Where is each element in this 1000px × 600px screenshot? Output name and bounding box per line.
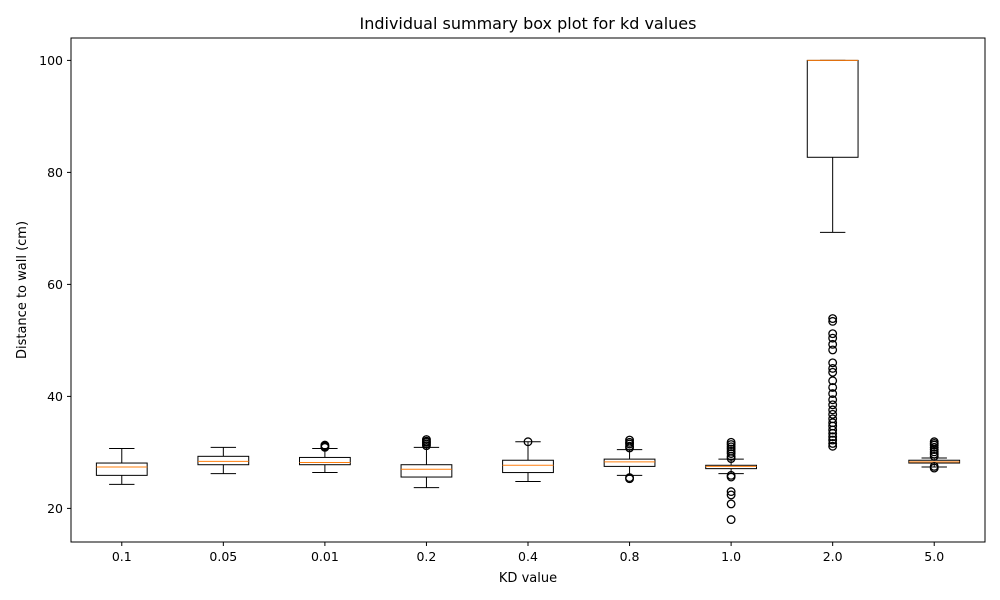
outlier-point <box>726 487 736 497</box>
box-body <box>603 458 656 467</box>
x-tick-label: 0.4 <box>518 549 538 564</box>
plot-frame <box>70 37 986 543</box>
x-tick-label: 2.0 <box>823 549 843 564</box>
chart-title: Individual summary box plot for kd value… <box>360 14 697 33</box>
outlier-point <box>828 418 838 428</box>
outlier-point <box>625 435 635 445</box>
outlier-point <box>726 499 736 509</box>
outlier-point <box>828 314 838 324</box>
x-tick-label: 0.1 <box>112 549 132 564</box>
outlier-point <box>726 515 736 525</box>
outlier-point <box>828 382 838 392</box>
x-tick-label: 0.01 <box>311 549 339 564</box>
box-body <box>400 464 453 478</box>
outlier-point <box>828 435 838 445</box>
y-tick-label: 40 <box>47 389 63 404</box>
outlier-point <box>828 339 838 349</box>
outlier-point <box>828 333 838 343</box>
outlier-point <box>726 437 736 447</box>
y-tick-label: 20 <box>47 501 63 516</box>
outlier-point <box>625 473 635 483</box>
x-axis-label: KD value <box>499 571 557 586</box>
x-tick-label: 1.0 <box>721 549 741 564</box>
y-tick-label: 80 <box>47 165 63 180</box>
outlier-point <box>828 441 838 451</box>
y-tick-label: 60 <box>47 277 63 292</box>
x-tick-label: 0.8 <box>620 549 640 564</box>
outlier-point <box>828 363 838 373</box>
x-tick-label: 0.05 <box>209 549 237 564</box>
box-body <box>502 459 554 474</box>
outlier-point <box>828 329 838 339</box>
outlier-point <box>828 316 838 326</box>
outlier-point <box>828 358 838 368</box>
outlier-point <box>828 376 838 386</box>
outlier-point <box>828 389 838 399</box>
box-body <box>299 456 351 466</box>
outlier-point <box>929 461 939 471</box>
outlier-point <box>828 405 838 415</box>
box-body <box>705 464 758 470</box>
y-axis-label: Distance to wall (cm) <box>15 221 30 359</box>
outlier-point <box>929 437 939 447</box>
y-tick-label: 100 <box>39 53 63 68</box>
x-tick-label: 0.2 <box>416 549 436 564</box>
outlier-point <box>828 400 838 410</box>
outlier-point <box>828 395 838 405</box>
box-body <box>806 59 859 158</box>
outlier-point <box>828 414 838 424</box>
outlier-point <box>828 438 838 448</box>
outlier-point <box>726 490 736 500</box>
plot-area: 20 40 60 80 100 0.1 0.05 0.01 0.2 0.4 0.8 1.0 2.0 5.0 <box>39 53 961 564</box>
outlier-point <box>828 432 838 442</box>
outlier-point <box>421 435 431 444</box>
outlier-point <box>828 367 838 377</box>
outlier-point <box>828 345 838 355</box>
outlier-point <box>726 470 736 480</box>
outlier-point <box>828 409 838 419</box>
box-body <box>197 455 250 466</box>
x-tick-label: 5.0 <box>924 549 944 564</box>
outlier-point <box>523 437 533 447</box>
box-body <box>95 462 148 476</box>
outlier-point <box>320 440 330 450</box>
